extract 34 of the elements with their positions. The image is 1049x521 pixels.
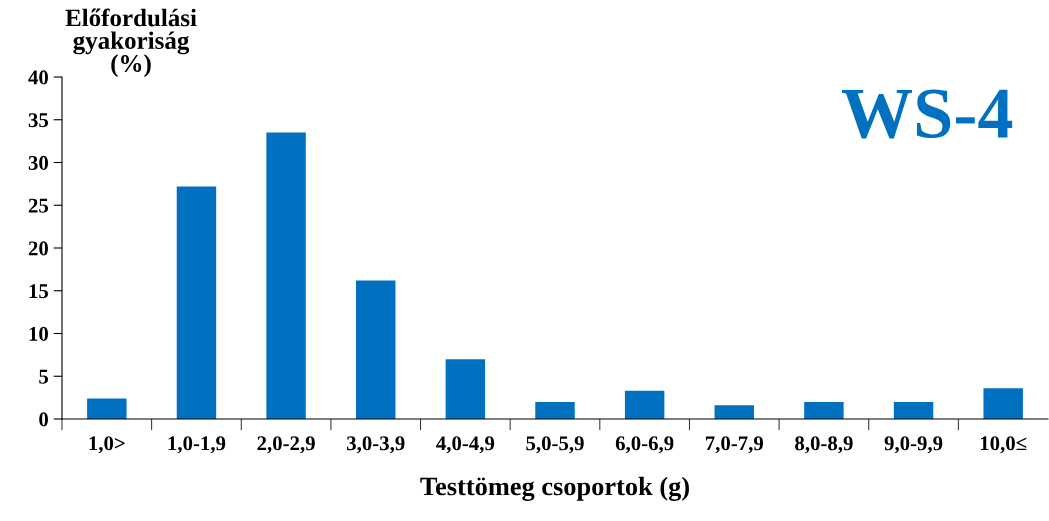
bar bbox=[714, 405, 754, 419]
x-tick-label: 4,0-4,9 bbox=[436, 436, 495, 454]
y-tick-label: 0 bbox=[39, 412, 49, 427]
y-tick-label: 40 bbox=[28, 70, 49, 85]
x-axis-title: Testtömeg csoportok (g) bbox=[420, 476, 689, 501]
y-tick-label: 30 bbox=[28, 155, 49, 170]
bar bbox=[535, 401, 575, 419]
y-tick-label: 25 bbox=[28, 198, 49, 213]
bar bbox=[804, 401, 844, 419]
bar bbox=[176, 186, 217, 419]
bar bbox=[893, 401, 934, 419]
x-tick-label: 6,0-6,9 bbox=[615, 436, 674, 454]
bar bbox=[356, 280, 396, 419]
bar bbox=[983, 388, 1023, 419]
bar bbox=[624, 390, 665, 419]
x-tick-label: 7,0-7,9 bbox=[705, 436, 764, 454]
y-tick-label: 20 bbox=[28, 241, 49, 256]
bar bbox=[445, 359, 486, 419]
bar bbox=[266, 132, 306, 419]
y-tick-label: 10 bbox=[29, 326, 49, 341]
x-tick-label: 9,0-9,9 bbox=[884, 436, 943, 454]
y-tick-label: 5 bbox=[39, 369, 49, 384]
x-tick-label: 1,0-1,9 bbox=[168, 436, 226, 454]
y-tick-label: 35 bbox=[28, 113, 49, 128]
bar bbox=[87, 398, 127, 419]
x-tick-label: 5,0-5,9 bbox=[526, 436, 584, 454]
x-tick-label: 2,0-2,9 bbox=[257, 436, 315, 454]
y-axis-title: Előfordulási gyakoriság (%) bbox=[65, 8, 197, 77]
x-tick-label: 8,0-8,9 bbox=[795, 436, 853, 454]
x-tick-label: 10,0≤ bbox=[980, 436, 1027, 454]
chart-title: WS-4 bbox=[841, 89, 1013, 139]
x-tick-label: 1,0> bbox=[89, 436, 125, 454]
y-tick-label: 15 bbox=[29, 284, 49, 299]
x-tick-label: 3,0-3,9 bbox=[347, 436, 405, 454]
